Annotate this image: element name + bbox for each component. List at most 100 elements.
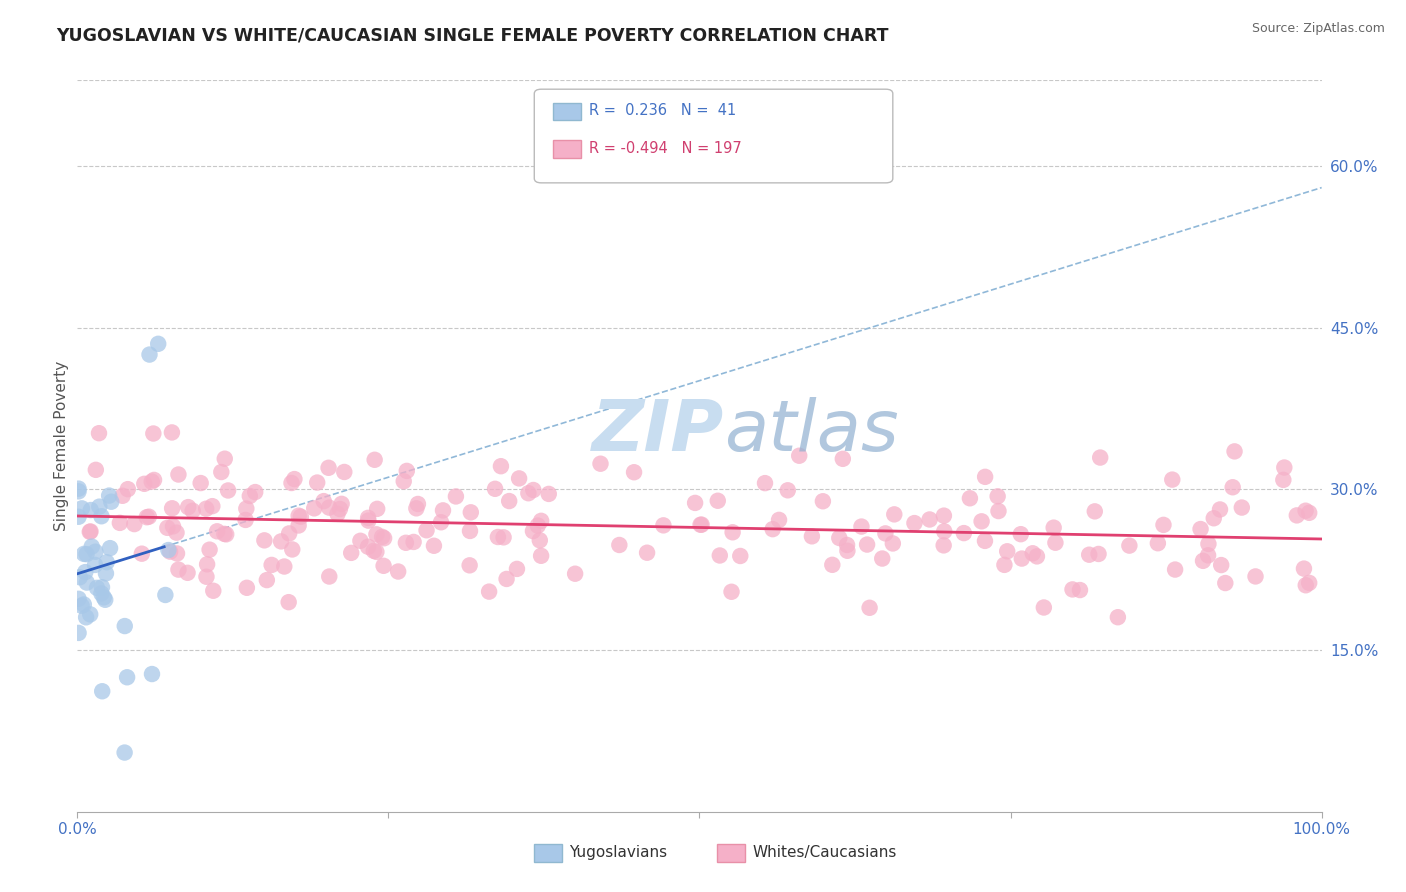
Point: [91, 580, 114, 594]
Point: [517, 486, 540, 500]
Point: [76, 575, 98, 590]
Point: [1272, 460, 1295, 475]
Point: [108, 516, 131, 530]
Point: [318, 569, 340, 583]
Point: [280, 475, 302, 490]
Point: [236, 581, 259, 595]
Point: [287, 518, 309, 533]
Point: [721, 525, 744, 540]
Point: [932, 508, 955, 523]
Point: [776, 483, 799, 498]
Point: [689, 517, 711, 532]
Point: [787, 449, 810, 463]
Point: [987, 504, 1010, 518]
Point: [1230, 500, 1253, 515]
Point: [1295, 504, 1317, 518]
Point: [366, 501, 388, 516]
Point: [143, 473, 166, 487]
Point: [217, 483, 239, 498]
Point: [79, 524, 101, 539]
Point: [484, 482, 506, 496]
Point: [974, 470, 997, 484]
Point: [537, 487, 560, 501]
Point: [1223, 444, 1246, 458]
Point: [148, 336, 170, 351]
Point: [495, 572, 517, 586]
Point: [190, 476, 212, 491]
Point: [1011, 551, 1033, 566]
Point: [94, 566, 117, 581]
Point: [1062, 582, 1084, 597]
Point: [387, 565, 409, 579]
Text: R =  0.236   N =  41: R = 0.236 N = 41: [589, 103, 737, 118]
Point: [953, 526, 976, 541]
Point: [349, 533, 371, 548]
Point: [870, 551, 893, 566]
Point: [141, 475, 163, 489]
Point: [430, 516, 453, 530]
Point: [67, 626, 90, 640]
Point: [138, 347, 160, 362]
Point: [283, 472, 305, 486]
Point: [157, 543, 180, 558]
Point: [114, 619, 136, 633]
Point: [363, 543, 385, 558]
Point: [1021, 546, 1043, 560]
Point: [932, 538, 955, 552]
Point: [84, 463, 107, 477]
Point: [166, 546, 188, 560]
Point: [970, 514, 993, 528]
Point: [160, 425, 183, 440]
Point: [198, 542, 221, 557]
Point: [98, 541, 121, 556]
Point: [70, 501, 93, 516]
Point: [270, 534, 292, 549]
Point: [340, 546, 363, 560]
Point: [1069, 582, 1091, 597]
Point: [405, 501, 427, 516]
Point: [156, 521, 179, 535]
Point: [307, 475, 329, 490]
Point: [155, 588, 177, 602]
Point: [177, 500, 200, 515]
Point: [529, 533, 551, 548]
Point: [373, 531, 395, 545]
Point: [318, 460, 340, 475]
Point: [329, 502, 352, 516]
Text: YUGOSLAVIAN VS WHITE/CAUCASIAN SINGLE FEMALE POVERTY CORRELATION CHART: YUGOSLAVIAN VS WHITE/CAUCASIAN SINGLE FE…: [56, 27, 889, 45]
Point: [273, 559, 295, 574]
Point: [623, 465, 645, 479]
Point: [239, 489, 262, 503]
Point: [84, 545, 107, 559]
Point: [1118, 539, 1140, 553]
Point: [357, 540, 380, 554]
Point: [84, 558, 107, 572]
Point: [934, 524, 956, 539]
Point: [1197, 537, 1219, 551]
Point: [831, 451, 853, 466]
Point: [1084, 504, 1107, 518]
Point: [1026, 549, 1049, 564]
Point: [918, 512, 941, 526]
Point: [160, 501, 183, 516]
Point: [522, 483, 544, 497]
Point: [73, 598, 96, 612]
Text: Source: ZipAtlas.com: Source: ZipAtlas.com: [1251, 22, 1385, 36]
Point: [79, 524, 101, 539]
Point: [67, 482, 90, 496]
Text: Yugoslavians: Yugoslavians: [569, 846, 668, 860]
Point: [959, 491, 981, 506]
Point: [811, 494, 834, 508]
Point: [100, 494, 122, 508]
Point: [80, 503, 103, 517]
Point: [67, 509, 90, 524]
Point: [754, 476, 776, 491]
Point: [333, 465, 356, 479]
Point: [260, 558, 283, 572]
Point: [89, 500, 111, 514]
Point: [406, 497, 429, 511]
Point: [564, 566, 586, 581]
Point: [530, 514, 553, 528]
Point: [508, 471, 530, 485]
Point: [995, 544, 1018, 558]
